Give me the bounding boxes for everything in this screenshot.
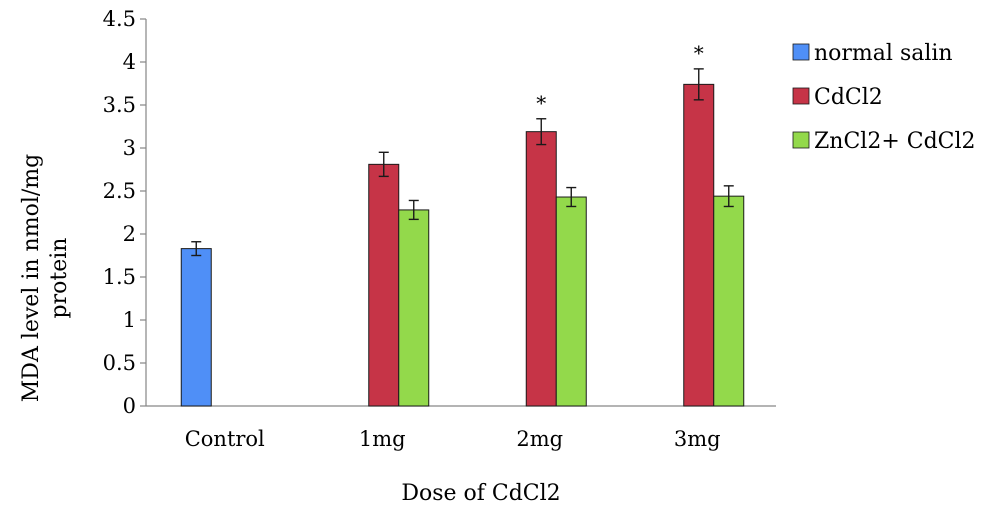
y-tick-label: 4 [123,50,136,74]
y-axis-title: MDA level in nmol/mg protein [19,154,72,402]
legend-swatch [792,131,810,149]
x-tick-label: 1mg [359,427,406,451]
x-axis-title: Dose of CdCl2 [401,481,560,506]
x-axis: Control 1mg 2mg 3mg [146,405,776,451]
y-tick-label: 3 [123,136,136,160]
legend-label: CdCl2 [814,85,883,110]
y-tick-label: 4.5 [103,7,136,31]
bars: ** [180,41,745,407]
significance-mark: * [694,41,704,65]
y-axis-title-line-1: MDA level in nmol/mg [19,154,44,402]
bar [398,209,430,407]
x-tick-label: 3mg [674,427,721,451]
x-tick-label: Control [185,427,265,451]
y-tick-label: 2.5 [103,179,136,203]
bar [368,163,400,407]
bar [180,248,212,407]
legend-label: normal salin [814,41,953,66]
bar [713,195,745,407]
legend: normal salin CdCl2 ZnCl2+ CdCl2 [792,41,976,154]
y-tick-label: 2 [123,222,136,246]
y-axis: 0 0.5 1 1.5 2 2.5 3 3.5 4 4.5 [103,7,147,418]
y-tick-label: 0 [123,394,136,418]
legend-label: ZnCl2+ CdCl2 [814,129,976,154]
y-tick-label: 3.5 [103,93,136,117]
legend-swatch [792,87,810,105]
bar [683,83,715,407]
legend-swatch [792,43,810,61]
significance-mark: * [536,91,546,115]
x-tick-label: 2mg [516,427,563,451]
y-tick-label: 1 [123,308,136,332]
y-axis-title-line-2: protein [47,238,72,319]
bar [555,196,587,407]
y-tick-label: 1.5 [103,265,136,289]
y-tick-label: 0.5 [103,351,136,375]
bar [525,131,557,407]
